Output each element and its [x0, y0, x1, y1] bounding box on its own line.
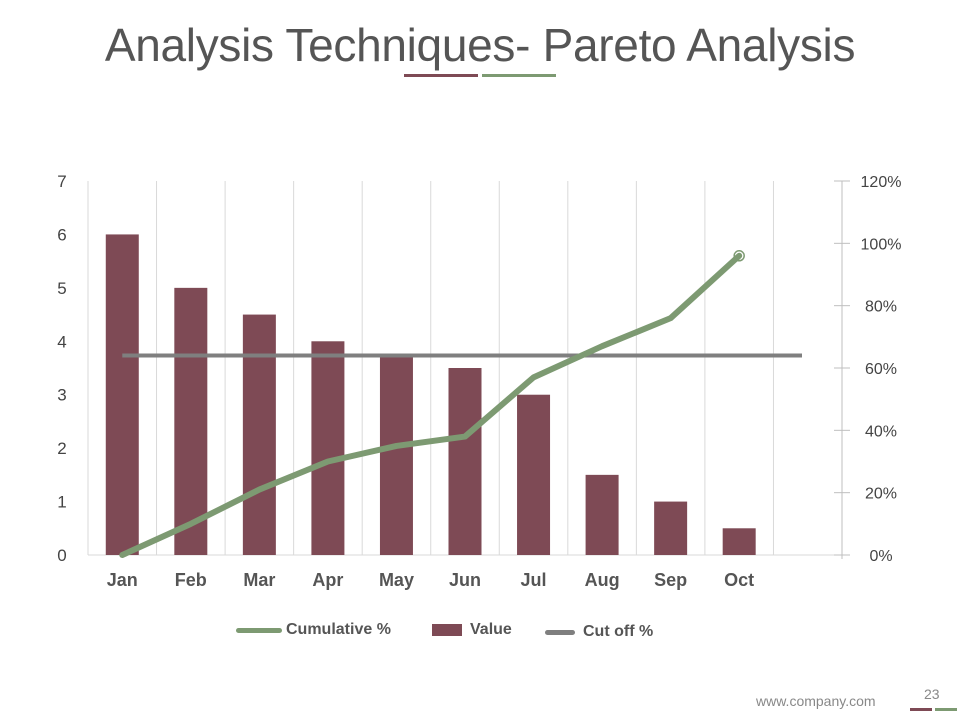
right-tick-label: 0%	[869, 548, 892, 565]
bar-aug	[585, 474, 619, 555]
x-tick-label: Apr	[312, 570, 343, 590]
title-accent-green	[482, 74, 556, 77]
title-accent-maroon	[404, 74, 478, 77]
x-tick-label: Aug	[585, 570, 620, 590]
slide-title: Analysis Techniques- Pareto Analysis	[104, 19, 856, 71]
left-tick-label: 3	[57, 386, 66, 405]
x-tick-label: Jan	[107, 570, 138, 590]
cumulative-point-jan	[119, 552, 125, 558]
footer-accent-green	[935, 708, 957, 711]
right-tick-label: 120%	[861, 174, 902, 191]
gridlines	[87, 181, 843, 556]
right-tick-label: 60%	[865, 361, 897, 378]
cumulative-point-apr	[325, 459, 331, 464]
legend-swatch-cutoff	[545, 629, 575, 635]
x-tick-label: May	[379, 570, 414, 590]
x-tick-label: Feb	[175, 570, 207, 590]
legend-label-cumulative: Cumulative %	[286, 621, 391, 638]
bar-jul	[517, 394, 551, 555]
page-number: 23	[924, 686, 940, 702]
chart-legend: Cumulative % Value Cut off %	[0, 618, 960, 648]
cumulative-point-may	[393, 443, 399, 449]
axes: 0 1 2 3 4 5 6 7 0% 20% 40% 60% 80% 100% 120% Jan Feb Mar A…	[57, 172, 901, 590]
cumulative-line	[119, 252, 743, 558]
x-tick-label: Sep	[654, 570, 687, 590]
cumulative-point-oct	[736, 253, 742, 259]
right-tick-label: 20%	[865, 486, 897, 503]
left-tick-label: 7	[57, 172, 66, 191]
cumulative-point-sep	[668, 315, 674, 321]
bar-apr	[311, 341, 345, 555]
bar-feb	[174, 287, 208, 555]
bar-mar	[242, 314, 276, 555]
bar-may	[379, 357, 413, 555]
left-tick-label: 6	[57, 225, 66, 244]
right-tick-label: 100%	[861, 236, 902, 253]
left-tick-label: 5	[57, 279, 66, 298]
right-tick-label: 40%	[865, 423, 897, 440]
cumulative-point-jun	[462, 434, 468, 440]
cumulative-point-feb	[188, 521, 194, 527]
legend-item-cutoff: Cut off %	[545, 620, 653, 644]
x-tick-label: Mar	[243, 570, 275, 590]
x-tick-label: Jun	[449, 570, 481, 590]
legend-swatch-cumulative	[236, 627, 282, 633]
legend-swatch-value	[432, 624, 462, 636]
bar-jan	[105, 234, 139, 555]
right-tick-label: 80%	[865, 299, 897, 316]
x-tick-label: Jul	[521, 570, 547, 590]
left-tick-label: 1	[57, 493, 66, 512]
cumulative-point-aug	[599, 343, 605, 349]
chart-lines	[119, 250, 802, 558]
x-tick-label: Oct	[724, 570, 754, 590]
legend-item-cumulative: Cumulative %	[236, 618, 391, 642]
cumulative-point-mar	[256, 487, 262, 493]
legend-label-cutoff: Cut off %	[583, 623, 654, 640]
left-tick-label: 2	[57, 439, 66, 458]
cumulative-point-jul	[531, 374, 537, 380]
legend-label-value: Value	[470, 621, 512, 638]
cumulative-end-marker	[733, 250, 745, 262]
bar-jun	[448, 368, 482, 555]
left-tick-label: 0	[57, 546, 66, 565]
bar-oct	[722, 528, 756, 555]
left-tick-label: 4	[57, 332, 66, 351]
footer-url: www.company.com	[756, 693, 876, 709]
bar-sep	[654, 501, 688, 555]
legend-item-value: Value	[432, 618, 512, 642]
footer-accent-maroon	[910, 708, 932, 711]
